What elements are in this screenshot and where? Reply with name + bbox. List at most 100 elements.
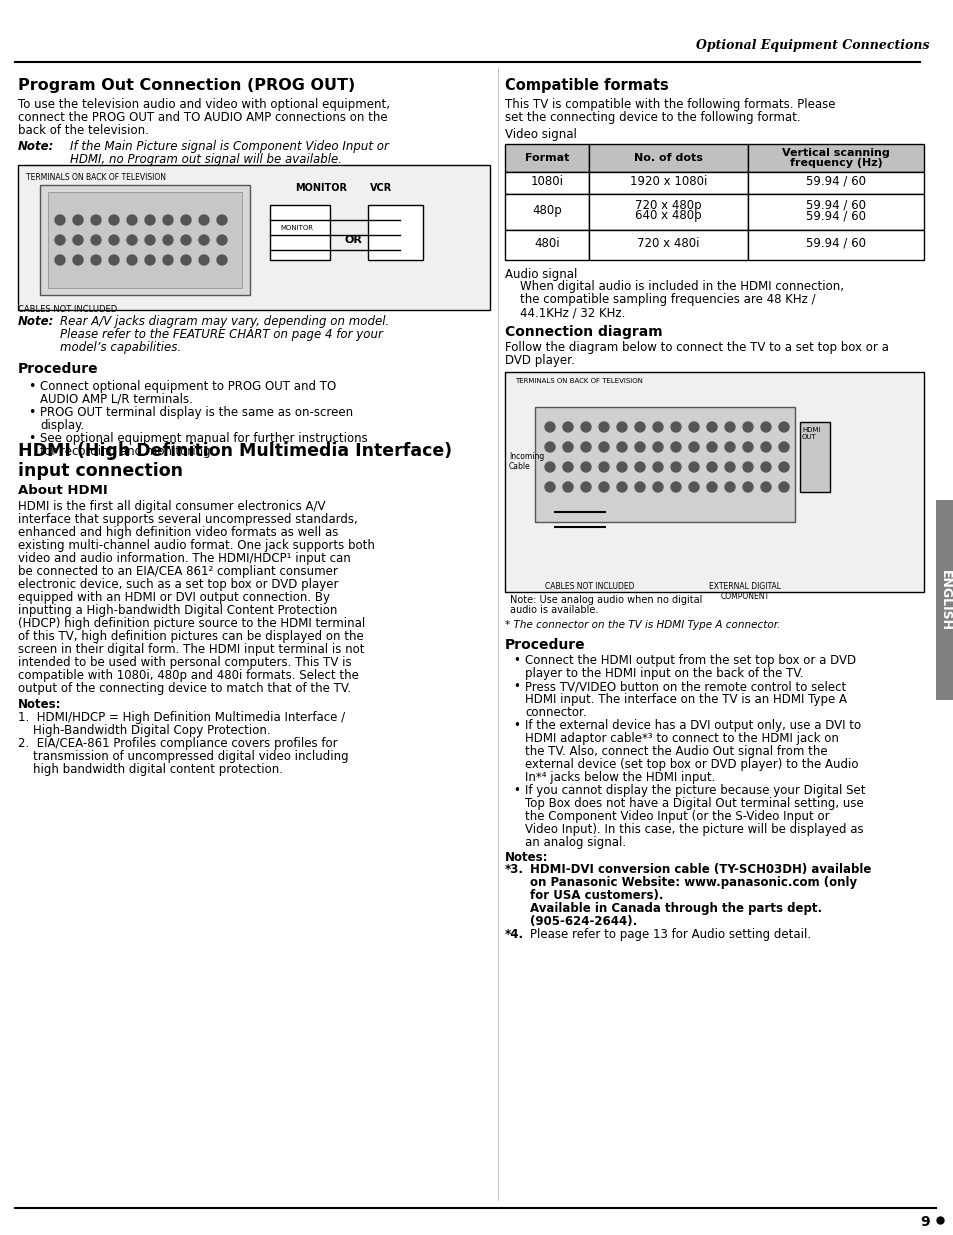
Bar xyxy=(504,194,588,230)
Bar xyxy=(747,144,923,172)
Circle shape xyxy=(688,482,699,492)
Text: set the connecting device to the following format.: set the connecting device to the followi… xyxy=(504,111,800,124)
Circle shape xyxy=(181,254,191,266)
Text: 2.  EIA/CEA-861 Profiles compliance covers profiles for: 2. EIA/CEA-861 Profiles compliance cover… xyxy=(18,737,337,750)
Text: DVD player.: DVD player. xyxy=(504,354,574,367)
Circle shape xyxy=(199,254,209,266)
Circle shape xyxy=(109,254,119,266)
Bar xyxy=(535,408,794,522)
Circle shape xyxy=(73,254,83,266)
Circle shape xyxy=(111,211,119,219)
Text: screen in their digital form. The HDMI input terminal is not: screen in their digital form. The HDMI i… xyxy=(18,643,364,656)
Text: Note: Use analog audio when no digital: Note: Use analog audio when no digital xyxy=(510,595,701,605)
Text: EXTERNAL DIGITAL
COMPONENT: EXTERNAL DIGITAL COMPONENT xyxy=(708,582,781,601)
Text: Top Box does not have a Digital Out terminal setting, use: Top Box does not have a Digital Out term… xyxy=(524,797,862,810)
Circle shape xyxy=(163,215,172,225)
Circle shape xyxy=(688,462,699,472)
Text: HDMI adaptor cable*³ to connect to the HDMI jack on: HDMI adaptor cable*³ to connect to the H… xyxy=(524,732,838,745)
Text: Please refer to the FEATURE CHART on page 4 for your: Please refer to the FEATURE CHART on pag… xyxy=(60,329,382,341)
Circle shape xyxy=(742,422,752,432)
Text: This TV is compatible with the following formats. Please: This TV is compatible with the following… xyxy=(504,98,835,111)
Text: VCR: VCR xyxy=(370,183,392,193)
Circle shape xyxy=(580,462,590,472)
Circle shape xyxy=(635,482,644,492)
Bar xyxy=(588,194,747,230)
Circle shape xyxy=(617,422,626,432)
Circle shape xyxy=(760,482,770,492)
Circle shape xyxy=(91,215,101,225)
Text: Notes:: Notes: xyxy=(504,851,548,864)
Text: Program Out Connection (PROG OUT): Program Out Connection (PROG OUT) xyxy=(18,78,355,93)
Circle shape xyxy=(65,190,75,200)
Circle shape xyxy=(724,482,734,492)
Text: Video signal: Video signal xyxy=(504,128,577,141)
Circle shape xyxy=(617,442,626,452)
Text: Notes:: Notes: xyxy=(18,698,61,711)
Text: AUDIO AMP L/R terminals.: AUDIO AMP L/R terminals. xyxy=(40,393,193,406)
Circle shape xyxy=(670,422,680,432)
Bar xyxy=(800,422,829,492)
Circle shape xyxy=(141,211,149,219)
Text: output of the connecting device to match that of the TV.: output of the connecting device to match… xyxy=(18,682,351,695)
Bar xyxy=(504,230,588,261)
Circle shape xyxy=(145,215,154,225)
Text: connector.: connector. xyxy=(524,706,586,719)
Bar xyxy=(40,185,250,295)
Text: on Panasonic Website: www.panasonic.com (only: on Panasonic Website: www.panasonic.com … xyxy=(530,876,856,889)
Bar xyxy=(368,205,422,261)
Text: High-Bandwidth Digital Copy Protection.: High-Bandwidth Digital Copy Protection. xyxy=(18,724,271,737)
Circle shape xyxy=(127,254,137,266)
Circle shape xyxy=(779,442,788,452)
Text: Video Input). In this case, the picture will be displayed as: Video Input). In this case, the picture … xyxy=(524,823,862,836)
Text: display.: display. xyxy=(40,419,84,432)
Text: 480p: 480p xyxy=(532,204,561,217)
Text: interface that supports several uncompressed standards,: interface that supports several uncompre… xyxy=(18,513,357,526)
Text: 1080i: 1080i xyxy=(530,175,563,188)
Text: 59.94 / 60: 59.94 / 60 xyxy=(805,175,865,188)
Text: transmission of uncompressed digital video including: transmission of uncompressed digital vid… xyxy=(18,750,348,763)
Text: ENGLISH: ENGLISH xyxy=(938,569,950,631)
Circle shape xyxy=(109,215,119,225)
Bar xyxy=(270,205,330,261)
Bar xyxy=(588,144,747,172)
Circle shape xyxy=(216,235,227,245)
Text: equipped with an HDMI or DVI output connection. By: equipped with an HDMI or DVI output conn… xyxy=(18,592,330,604)
Text: connect the PROG OUT and TO AUDIO AMP connections on the: connect the PROG OUT and TO AUDIO AMP co… xyxy=(18,111,387,124)
Text: compatible with 1080i, 480p and 480i formats. Select the: compatible with 1080i, 480p and 480i for… xyxy=(18,669,358,682)
Text: (HDCP) high definition picture source to the HDMI terminal: (HDCP) high definition picture source to… xyxy=(18,618,365,630)
Text: (905-624-2644).: (905-624-2644). xyxy=(530,915,637,927)
Text: audio is available.: audio is available. xyxy=(510,605,598,615)
Circle shape xyxy=(742,462,752,472)
Text: •: • xyxy=(28,380,35,393)
Text: Available in Canada through the parts dept.: Available in Canada through the parts de… xyxy=(530,902,821,915)
Text: the TV. Also, connect the Audio Out signal from the: the TV. Also, connect the Audio Out sign… xyxy=(524,745,827,758)
Circle shape xyxy=(635,462,644,472)
Circle shape xyxy=(598,462,608,472)
Text: model’s capabilities.: model’s capabilities. xyxy=(60,341,181,354)
Text: the Component Video Input (or the S-Video Input or: the Component Video Input (or the S-Vide… xyxy=(524,810,829,823)
Circle shape xyxy=(706,422,717,432)
Text: the compatible sampling frequencies are 48 KHz /: the compatible sampling frequencies are … xyxy=(504,293,815,306)
Text: Connect optional equipment to PROG OUT and TO: Connect optional equipment to PROG OUT a… xyxy=(40,380,335,393)
Text: an analog signal.: an analog signal. xyxy=(524,836,625,848)
Text: Format: Format xyxy=(524,153,569,163)
Text: of this TV, high definition pictures can be displayed on the: of this TV, high definition pictures can… xyxy=(18,630,363,643)
Text: Rear A/V jacks diagram may vary, depending on model.: Rear A/V jacks diagram may vary, dependi… xyxy=(60,315,389,329)
Text: be connected to an EIA/CEA 861² compliant consumer: be connected to an EIA/CEA 861² complian… xyxy=(18,564,337,578)
Text: inputting a High-bandwidth Digital Content Protection: inputting a High-bandwidth Digital Conte… xyxy=(18,604,337,618)
Circle shape xyxy=(145,235,154,245)
Circle shape xyxy=(544,482,555,492)
Text: enhanced and high definition video formats as well as: enhanced and high definition video forma… xyxy=(18,526,338,538)
Text: Compatible formats: Compatible formats xyxy=(504,78,668,93)
Circle shape xyxy=(652,422,662,432)
Text: 59.94 / 60: 59.94 / 60 xyxy=(805,237,865,249)
Circle shape xyxy=(181,235,191,245)
Circle shape xyxy=(706,482,717,492)
Circle shape xyxy=(670,462,680,472)
Circle shape xyxy=(598,442,608,452)
Text: If you cannot display the picture because your Digital Set: If you cannot display the picture becaus… xyxy=(524,784,864,797)
Text: When digital audio is included in the HDMI connection,: When digital audio is included in the HD… xyxy=(504,280,843,293)
Circle shape xyxy=(55,215,65,225)
Text: player to the HDMI input on the back of the TV.: player to the HDMI input on the back of … xyxy=(524,667,802,680)
Circle shape xyxy=(724,442,734,452)
